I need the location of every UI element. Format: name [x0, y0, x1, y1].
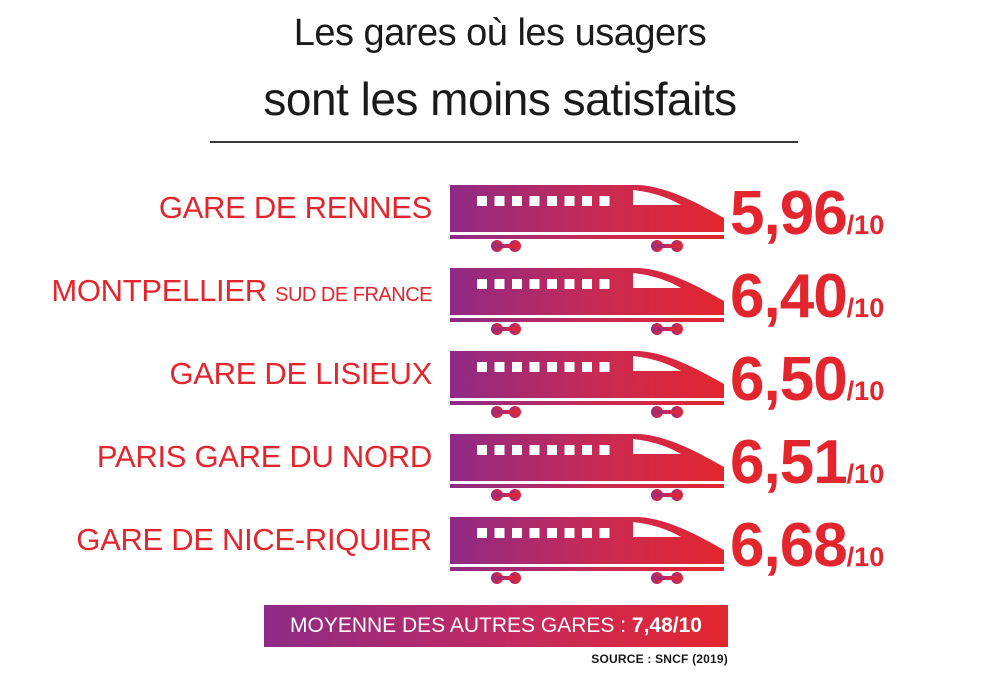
- average-value: 7,48/10: [631, 614, 702, 637]
- title-divider: [210, 141, 798, 143]
- station-score: 6,68/10: [730, 510, 884, 582]
- train-icon: [450, 434, 724, 501]
- station-label: GARE DE LISIEUX: [169, 356, 432, 392]
- station-name: GARE DE RENNES: [158, 190, 432, 225]
- score-denominator: /10: [846, 210, 885, 240]
- station-name: GARE DE NICE-RIQUIER: [76, 522, 432, 557]
- average-label: MOYENNE DES AUTRES GARES :: [290, 614, 632, 637]
- score-denominator: /10: [846, 376, 885, 406]
- station-name: PARIS GARE DU NORD: [96, 439, 432, 474]
- station-label: PARIS GARE DU NORD: [97, 439, 432, 475]
- station-label: MONTPELLIER SUD DE FRANCE: [51, 273, 432, 309]
- score-denominator: /10: [846, 459, 885, 489]
- station-score: 6,40/10: [730, 261, 884, 333]
- source-note: SOURCE : SNCF (2019): [591, 652, 728, 666]
- station-label: GARE DE RENNES: [159, 190, 432, 226]
- score-value: 6,40: [730, 262, 848, 331]
- station-subname: SUD DE FRANCE: [275, 284, 432, 306]
- title-line-1: Les gares où les usagers: [293, 12, 707, 54]
- station-row: PARIS GARE DU NORD 6,51/10: [0, 427, 1000, 507]
- score-value: 6,50: [730, 345, 848, 414]
- train-icon: [450, 268, 724, 335]
- station-score: 5,96/10: [730, 178, 884, 250]
- train-icon: [450, 351, 724, 418]
- station-score: 6,50/10: [730, 344, 884, 416]
- station-row: MONTPELLIER SUD DE FRANCE 6,40/10: [0, 261, 1000, 341]
- station-row: GARE DE LISIEUX 6,50/10: [0, 344, 1000, 424]
- score-value: 6,51: [730, 428, 848, 497]
- score-value: 6,68: [730, 511, 848, 580]
- station-row: GARE DE NICE-RIQUIER 6,68/10: [0, 510, 1000, 590]
- station-label: GARE DE NICE-RIQUIER: [76, 522, 432, 558]
- score-value: 5,96: [730, 179, 848, 248]
- station-name: MONTPELLIER: [51, 273, 267, 308]
- title-line-2: sont les moins satisfaits: [263, 73, 737, 125]
- station-score: 6,51/10: [730, 427, 884, 499]
- station-name: GARE DE LISIEUX: [169, 356, 432, 391]
- average-banner: MOYENNE DES AUTRES GARES : 7,48/10: [264, 605, 728, 647]
- score-denominator: /10: [846, 293, 885, 323]
- train-icon: [450, 517, 724, 584]
- train-icon: [450, 185, 724, 252]
- score-denominator: /10: [846, 542, 885, 572]
- station-row: GARE DE RENNES 5,96/10: [0, 178, 1000, 258]
